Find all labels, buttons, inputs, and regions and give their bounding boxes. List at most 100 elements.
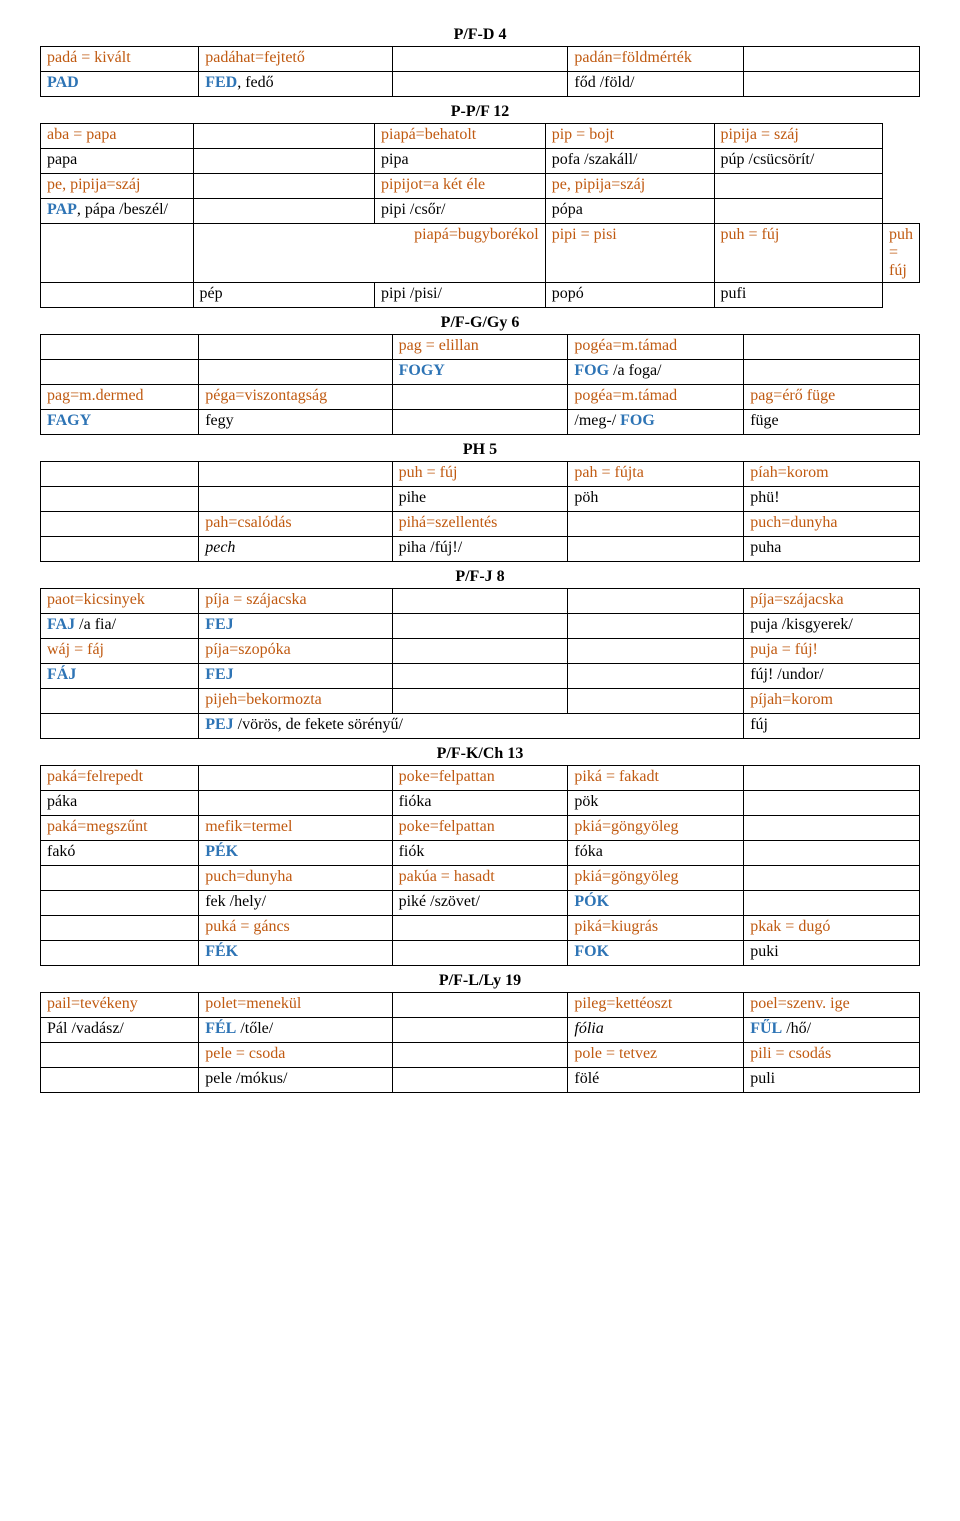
text-run: pili = csodás bbox=[750, 1045, 831, 1062]
table-cell bbox=[568, 537, 744, 562]
text-run: pök bbox=[574, 793, 598, 810]
text-run: pele /mókus/ bbox=[205, 1070, 287, 1087]
table-row: padá = kiváltpadáhat=fejtetőpadán=földmé… bbox=[41, 47, 920, 72]
table-row: aba = papapiapá=behatoltpip = bojtpipija… bbox=[41, 124, 920, 149]
table-cell bbox=[41, 1068, 199, 1093]
table-cell: piapá=bugyborékol bbox=[193, 224, 545, 283]
table-cell: pipi = pisi bbox=[545, 224, 714, 283]
table-cell bbox=[744, 766, 920, 791]
text-run: piapá=behatolt bbox=[381, 126, 476, 143]
section-title: P-P/F 12 bbox=[40, 103, 920, 121]
table-cell: pöh bbox=[568, 487, 744, 512]
table-cell bbox=[568, 614, 744, 639]
text-run: pép bbox=[200, 285, 223, 302]
table-row: PADFED, fedőfőd /föld/ bbox=[41, 72, 920, 97]
text-run: púp /csücsörít/ bbox=[721, 151, 815, 168]
table-row: piapá=bugyborékolpipi = pisipuh = fújpuh… bbox=[41, 224, 920, 283]
table-cell bbox=[568, 664, 744, 689]
text-run: pipa bbox=[381, 151, 409, 168]
table-cell: papa bbox=[41, 149, 194, 174]
text-run: pag=m.dermed bbox=[47, 387, 144, 404]
table-row: paká=megszűntmefik=termelpoke=felpattanp… bbox=[41, 816, 920, 841]
text-run: paká=megszűnt bbox=[47, 818, 148, 835]
table-cell: poel=szenv. ige bbox=[744, 993, 920, 1018]
table-cell bbox=[568, 512, 744, 537]
table-cell: fek /hely/ bbox=[199, 891, 392, 916]
text-run: FÉL bbox=[205, 1020, 236, 1037]
table-cell: popó bbox=[545, 283, 714, 308]
table-cell: PÉK bbox=[199, 841, 392, 866]
table-row: pe, pipija=száj pipijot=a két éle pe, pipi… bbox=[41, 174, 920, 199]
table-cell bbox=[392, 993, 568, 1018]
text-run: píja = szájacska bbox=[205, 591, 306, 608]
table-cell bbox=[568, 689, 744, 714]
text-run: píah=korom bbox=[750, 464, 828, 481]
text-run: fegy bbox=[205, 412, 233, 429]
table-cell: fölé bbox=[568, 1068, 744, 1093]
table-cell: puh = fúj bbox=[392, 462, 568, 487]
table-row: paká=felrepedtpoke=felpattanpiká = fakad… bbox=[41, 766, 920, 791]
table-row: pag=m.dermed péga=viszontagság pogéa=m.tám… bbox=[41, 385, 920, 410]
text-run: puh = fúj bbox=[399, 464, 458, 481]
text-run: pipi = pisi bbox=[552, 226, 617, 243]
table-cell: péga=viszontagság bbox=[199, 385, 392, 410]
text-run: fólia bbox=[574, 1020, 603, 1037]
table-cell bbox=[568, 639, 744, 664]
text-run: puch=dunyha bbox=[205, 868, 292, 885]
table-row: pah=csalódáspihá=szellentéspuch=dunyha bbox=[41, 512, 920, 537]
table-cell bbox=[744, 791, 920, 816]
text-run: pipijot=a két éle bbox=[381, 176, 485, 193]
table-cell: pogéa=m.támad bbox=[568, 385, 744, 410]
table-row: pechpiha /fúj!/puha bbox=[41, 537, 920, 562]
text-run: papa bbox=[47, 151, 77, 168]
text-run: phü! bbox=[750, 489, 779, 506]
table-cell bbox=[744, 816, 920, 841]
table-cell: puká = gáncs bbox=[199, 916, 392, 941]
table-cell: páka bbox=[41, 791, 199, 816]
table-row: pele /mókus/fölé puli bbox=[41, 1068, 920, 1093]
text-run: puká = gáncs bbox=[205, 918, 290, 935]
table-cell: pijeh=bekormozta bbox=[199, 689, 392, 714]
text-run: pole = tetvez bbox=[574, 1045, 657, 1062]
table-cell: FEJ bbox=[199, 614, 392, 639]
text-run: fik=termel bbox=[225, 818, 293, 835]
table-cell: /meg-/ FOG bbox=[568, 410, 744, 435]
text-run: fiók bbox=[399, 843, 425, 860]
table-cell: pole = tetvez bbox=[568, 1043, 744, 1068]
text-run: puki bbox=[750, 943, 778, 960]
table-cell bbox=[193, 199, 374, 224]
text-run: páka bbox=[47, 793, 77, 810]
text-run: puli bbox=[750, 1070, 775, 1087]
table-cell bbox=[744, 47, 920, 72]
table-cell: fúj! /undor/ bbox=[744, 664, 920, 689]
table-cell: pe, pipija=száj bbox=[545, 174, 714, 199]
text-run: pkak = dugó bbox=[750, 918, 830, 935]
table-row: FAGYfegy/meg-/ FOGfüge bbox=[41, 410, 920, 435]
text-run: fakó bbox=[47, 843, 75, 860]
text-run: piká = fakadt bbox=[574, 768, 659, 785]
table-cell bbox=[392, 664, 568, 689]
table-cell bbox=[392, 410, 568, 435]
table-cell bbox=[41, 941, 199, 966]
table-cell bbox=[41, 689, 199, 714]
text-run: PEJ bbox=[205, 716, 233, 733]
table-cell: paká=felrepedt bbox=[41, 766, 199, 791]
table-cell bbox=[744, 866, 920, 891]
text-run: PÓK bbox=[574, 893, 609, 910]
text-run: PAD bbox=[47, 74, 79, 91]
table-cell: FÁJ bbox=[41, 664, 199, 689]
table-cell: pofa /szakáll/ bbox=[545, 149, 714, 174]
table-row: FÁJFEJfúj! /undor/ bbox=[41, 664, 920, 689]
text-run: FOK bbox=[574, 943, 609, 960]
text-run: PAP bbox=[47, 201, 77, 218]
table-cell bbox=[41, 537, 199, 562]
table-row: péppipi /pisi/popópufi bbox=[41, 283, 920, 308]
table-cell bbox=[392, 47, 568, 72]
table-cell: mefik=termel bbox=[199, 816, 392, 841]
table-cell: pakúa = hasadt bbox=[392, 866, 568, 891]
table-row: FOGYFOG /a foga/ bbox=[41, 360, 920, 385]
text-run: pip = bojt bbox=[552, 126, 614, 143]
text-run: pag=érő füge bbox=[750, 387, 835, 404]
text-run: pe, pipija=száj bbox=[47, 176, 140, 193]
text-run: piká=kiugrás bbox=[574, 918, 658, 935]
